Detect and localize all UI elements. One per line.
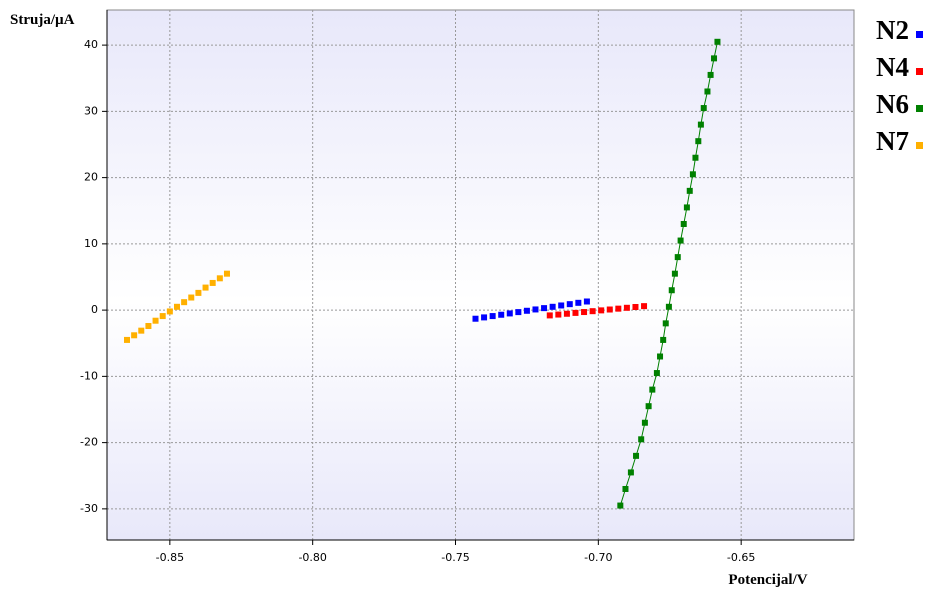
data-point [558, 302, 565, 309]
data-point [209, 279, 216, 286]
data-point [152, 317, 159, 324]
data-point [615, 305, 622, 312]
data-point [181, 299, 188, 306]
data-point [632, 303, 639, 310]
data-point [532, 306, 539, 313]
data-point [481, 314, 488, 321]
data-point [498, 311, 505, 318]
data-point [683, 204, 690, 211]
data-point [515, 309, 522, 316]
data-point [697, 121, 704, 128]
legend-label: N4 [876, 52, 909, 82]
x-tick-label: -0.70 [584, 551, 612, 564]
data-point [563, 310, 570, 317]
y-tick-label: 30 [84, 104, 98, 117]
data-point [671, 270, 678, 277]
legend-label: N2 [876, 15, 909, 45]
data-point [617, 502, 624, 509]
data-point [711, 55, 718, 62]
y-axis-label: Struja/µA [10, 12, 75, 28]
data-point [159, 313, 166, 320]
data-point [546, 312, 553, 319]
data-point [677, 237, 684, 244]
data-point [622, 485, 629, 492]
data-point [523, 307, 530, 314]
data-point [166, 308, 173, 315]
data-point [489, 313, 496, 320]
data-point [223, 270, 230, 277]
data-point [555, 311, 562, 318]
legend-label: N6 [876, 89, 909, 119]
legend-swatch [916, 68, 923, 75]
data-point [645, 403, 652, 410]
x-axis-label: Potencijal/V [728, 572, 807, 588]
data-point [506, 310, 513, 317]
y-tick-label: 20 [84, 171, 98, 184]
data-point [686, 187, 693, 194]
data-point [195, 289, 202, 296]
data-point [472, 315, 479, 322]
data-point [707, 71, 714, 78]
data-point [575, 299, 582, 306]
data-point [566, 301, 573, 308]
data-point [623, 304, 630, 311]
y-tick-label: 10 [84, 237, 98, 250]
y-tick-label: -10 [80, 369, 98, 382]
legend-swatch [916, 105, 923, 112]
data-point [589, 308, 596, 315]
data-point [653, 370, 660, 377]
data-point [627, 469, 634, 476]
data-point [606, 306, 613, 313]
data-point [202, 284, 209, 291]
x-tick-label: -0.85 [156, 551, 184, 564]
data-point [649, 386, 656, 393]
data-point [695, 138, 702, 145]
data-point [641, 419, 648, 426]
data-point [704, 88, 711, 95]
data-point [662, 320, 669, 327]
data-point [145, 323, 152, 330]
x-tick-label: -0.65 [727, 551, 755, 564]
y-tick-label: 40 [84, 38, 98, 51]
legend-swatch [916, 31, 923, 38]
data-point [572, 309, 579, 316]
legend-label: N7 [876, 126, 909, 156]
data-point [668, 287, 675, 294]
data-point [581, 309, 588, 316]
data-point [665, 303, 672, 310]
data-point [660, 336, 667, 343]
data-point [680, 220, 687, 227]
data-point [583, 298, 590, 305]
x-tick-label: -0.75 [441, 551, 469, 564]
data-point [674, 254, 681, 261]
data-point [549, 303, 556, 310]
data-point [641, 303, 648, 310]
plot-area [106, 9, 855, 541]
data-point [173, 303, 180, 310]
data-point [188, 294, 195, 301]
data-point [714, 38, 721, 45]
data-point [123, 336, 130, 343]
data-point [689, 171, 696, 178]
data-point [131, 332, 138, 339]
legend-swatch [916, 142, 923, 149]
y-tick-label: -20 [80, 436, 98, 449]
y-tick-label: -30 [80, 502, 98, 515]
data-point [700, 105, 707, 112]
data-point [638, 436, 645, 443]
data-point [657, 353, 664, 360]
data-point [216, 275, 223, 282]
data-point [633, 452, 640, 459]
x-tick-label: -0.80 [298, 551, 326, 564]
data-point [598, 307, 605, 314]
y-tick-label: 0 [91, 303, 98, 316]
data-point [138, 327, 145, 334]
data-point [541, 305, 548, 312]
data-point [692, 154, 699, 161]
